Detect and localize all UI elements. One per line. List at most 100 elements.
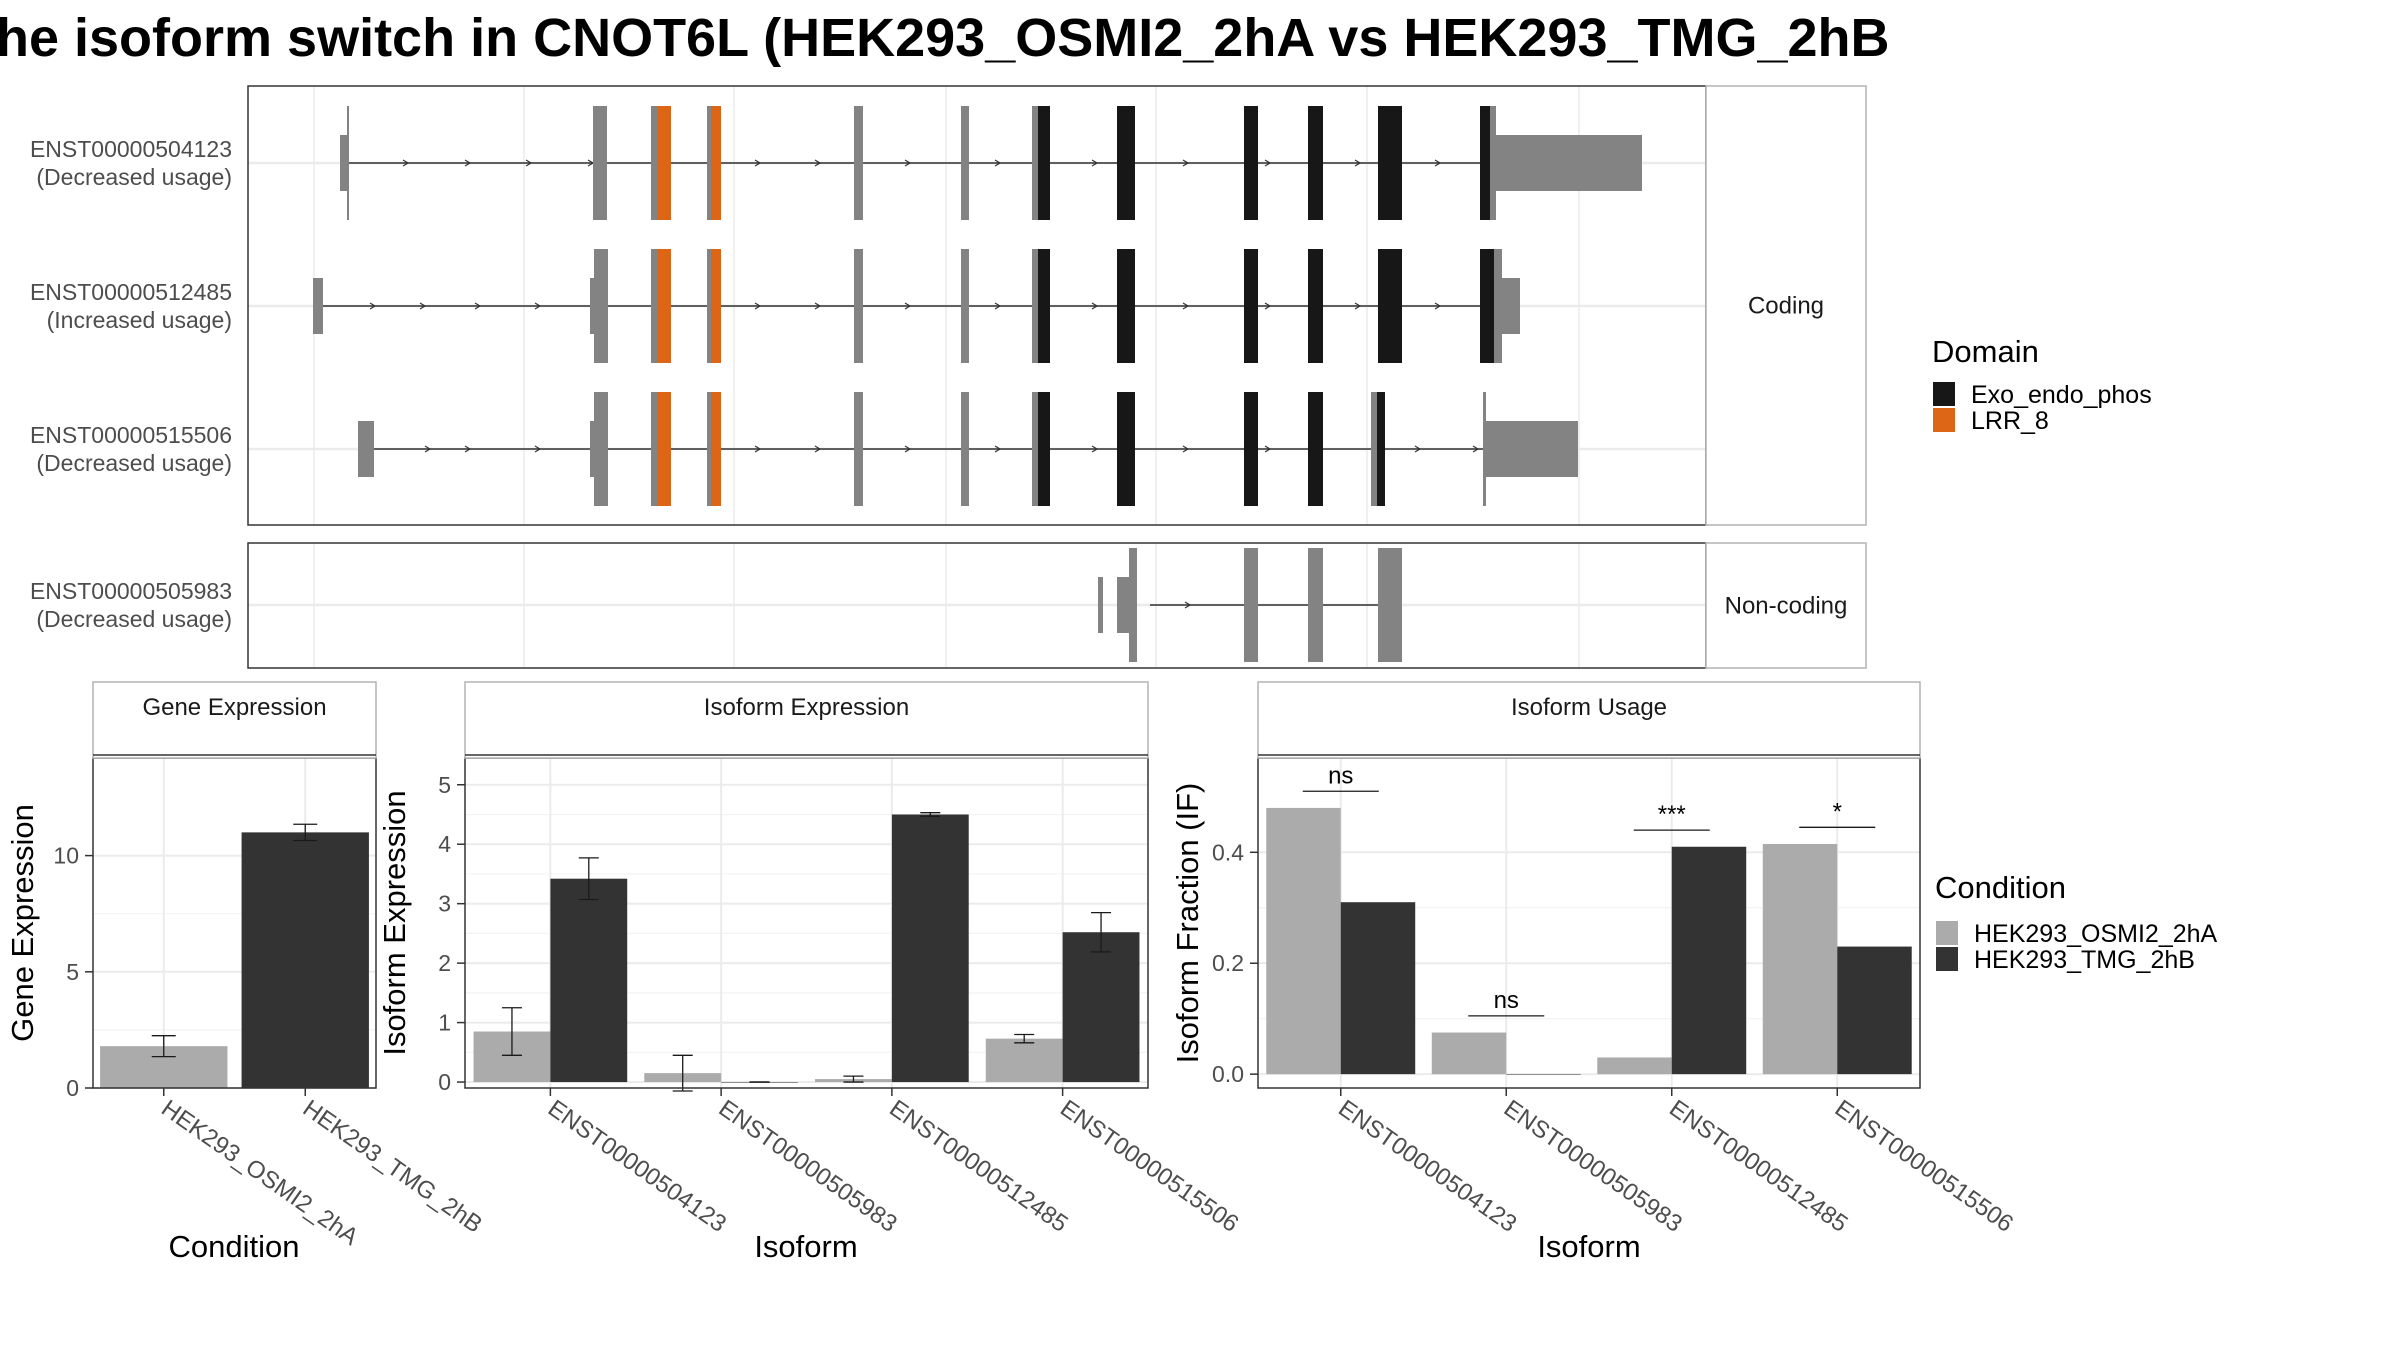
panel-strip xyxy=(1257,681,1921,759)
y-axis-title: Gene Expression xyxy=(5,804,40,1042)
condition-legend-swatch xyxy=(1936,947,1958,971)
strand-arrow xyxy=(464,159,472,167)
lrr-8-domain xyxy=(657,249,671,363)
exon-block xyxy=(1483,392,1486,506)
y-tick-label: 0 xyxy=(66,1075,79,1101)
exo-endo-phos-domain xyxy=(1378,249,1402,363)
transcript-row: ENST00000504123(Decreased usage) xyxy=(30,106,1642,220)
strand-arrow xyxy=(994,302,1002,310)
strand-arrow xyxy=(1091,159,1099,167)
strand-arrow xyxy=(525,159,533,167)
condition-legend-label: HEK293_OSMI2_2hA xyxy=(1974,920,2218,948)
exo-endo-phos-domain xyxy=(1244,249,1258,363)
bar xyxy=(1597,1057,1672,1075)
strand-arrow xyxy=(464,445,472,453)
exon-block xyxy=(1032,106,1038,220)
strand-arrow xyxy=(1184,601,1192,609)
transcript-usage-label: (Increased usage) xyxy=(47,307,232,333)
strand-arrow xyxy=(1182,445,1190,453)
x-tick-label: ENST00000505983 xyxy=(714,1095,902,1238)
bar xyxy=(1340,902,1416,1075)
strand-arrow xyxy=(754,159,762,167)
exo-endo-phos-domain xyxy=(1308,392,1323,506)
domain-legend-title: Domain xyxy=(1932,334,2039,369)
y-tick-label: 5 xyxy=(66,959,79,985)
transcript-id-label: ENST00000504123 xyxy=(30,136,232,162)
condition-legend-swatch xyxy=(1936,921,1958,945)
lrr-8-domain xyxy=(657,106,671,220)
strand-arrow xyxy=(1264,159,1272,167)
condition-legend-title: Condition xyxy=(1935,870,2066,905)
transcript-row: ENST00000505983(Decreased usage) xyxy=(30,548,1402,662)
exo-endo-phos-domain xyxy=(1038,392,1050,506)
panel-title: Gene Expression xyxy=(142,694,326,721)
exon-block xyxy=(1502,278,1520,334)
exon-block xyxy=(1032,392,1038,506)
strand-arrow xyxy=(419,302,427,310)
exon-block xyxy=(347,106,349,220)
strand-arrow xyxy=(754,445,762,453)
exon-block xyxy=(358,421,374,477)
y-tick-label: 3 xyxy=(438,891,451,917)
domain-legend-swatch xyxy=(1933,382,1955,406)
exon-block xyxy=(1117,577,1129,633)
strand-arrow xyxy=(1414,445,1422,453)
panel-title: Isoform Expression xyxy=(704,694,909,721)
strand-arrow xyxy=(534,302,542,310)
exo-endo-phos-domain xyxy=(1480,249,1494,363)
y-tick-label: 0.2 xyxy=(1212,950,1244,976)
y-axis-title: Isoform Expression xyxy=(377,790,412,1055)
facet-strip-label: Non-coding xyxy=(1725,593,1848,620)
bar xyxy=(1671,846,1747,1075)
exon-block xyxy=(961,392,969,506)
condition-legend-label: HEK293_TMG_2hB xyxy=(1974,946,2195,974)
bar xyxy=(241,832,369,1088)
transcript-row: ENST00000512485(Increased usage) xyxy=(30,249,1520,363)
exon-block xyxy=(593,106,607,220)
significance-label: ns xyxy=(1494,987,1519,1014)
bar xyxy=(985,1038,1063,1083)
bar xyxy=(1266,807,1341,1075)
transcript-structure-panel: ENST00000504123(Decreased usage)ENST0000… xyxy=(30,85,1867,669)
strand-arrow xyxy=(1091,302,1099,310)
strand-arrow xyxy=(994,445,1002,453)
exon-block xyxy=(1129,548,1137,662)
bar xyxy=(550,878,628,1083)
bar xyxy=(1431,1032,1507,1075)
exon-block xyxy=(590,421,594,477)
transcript-usage-label: (Decreased usage) xyxy=(36,164,232,190)
exo-endo-phos-domain xyxy=(1378,106,1402,220)
exon-block xyxy=(707,106,711,220)
strand-arrow xyxy=(994,159,1002,167)
exon-block xyxy=(594,392,608,506)
exon-block xyxy=(1494,135,1642,191)
strand-arrow xyxy=(1264,302,1272,310)
strand-arrow xyxy=(1354,159,1362,167)
transcript-row: ENST00000515506(Decreased usage) xyxy=(30,392,1578,506)
exon-block xyxy=(854,249,863,363)
exon-block xyxy=(651,106,657,220)
exon-block xyxy=(1378,548,1402,662)
structure-facet: ENST00000504123(Decreased usage)ENST0000… xyxy=(30,85,1867,526)
strand-arrow xyxy=(402,159,410,167)
significance-label: *** xyxy=(1658,801,1686,828)
strand-arrow xyxy=(814,302,822,310)
lrr-8-domain xyxy=(711,249,721,363)
exon-block xyxy=(961,249,969,363)
x-tick-label: ENST00000504123 xyxy=(543,1095,731,1238)
transcript-usage-label: (Decreased usage) xyxy=(36,450,232,476)
strand-arrow xyxy=(1264,445,1272,453)
y-tick-label: 2 xyxy=(438,950,451,976)
exon-block xyxy=(1308,548,1323,662)
exon-block xyxy=(1098,577,1103,633)
exo-endo-phos-domain xyxy=(1117,106,1135,220)
x-tick-label: ENST00000515506 xyxy=(1055,1095,1243,1238)
strand-arrow xyxy=(754,302,762,310)
strand-arrow xyxy=(1434,302,1442,310)
x-tick-label: ENST00000505983 xyxy=(1499,1095,1687,1238)
exon-block xyxy=(1486,421,1578,477)
transcript-id-label: ENST00000505983 xyxy=(30,578,232,604)
y-axis-title: Isoform Fraction (IF) xyxy=(1170,783,1205,1064)
